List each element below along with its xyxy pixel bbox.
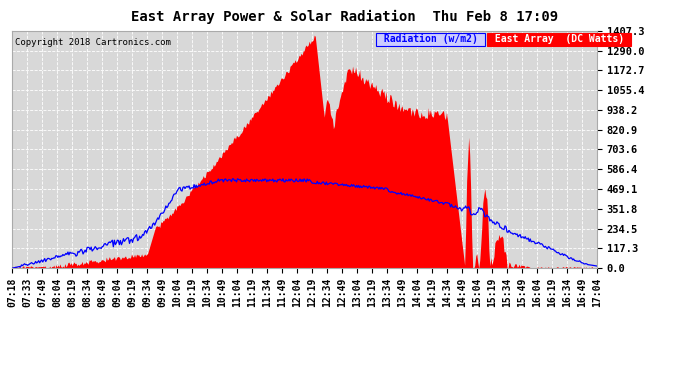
Text: Copyright 2018 Cartronics.com: Copyright 2018 Cartronics.com (15, 38, 171, 47)
Text: Radiation (w/m2): Radiation (w/m2) (377, 34, 484, 44)
Text: East Array  (DC Watts): East Array (DC Watts) (489, 34, 630, 44)
Text: East Array Power & Solar Radiation  Thu Feb 8 17:09: East Array Power & Solar Radiation Thu F… (131, 9, 559, 24)
